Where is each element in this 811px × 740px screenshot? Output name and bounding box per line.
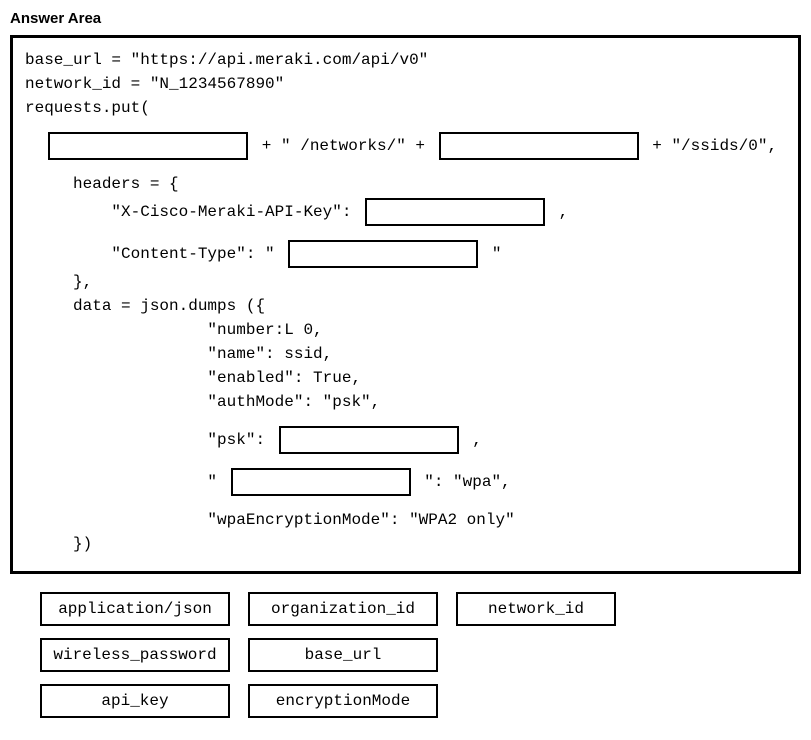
drop-target-2[interactable] [439,132,639,160]
options-row: application/json organization_id network… [40,592,801,626]
code-line: " ": "wpa", [25,466,786,498]
code-text: }, [25,270,92,294]
options-area: application/json organization_id network… [10,592,801,718]
code-text: "Content-Type": " [25,242,284,266]
code-text: headers = { [25,172,179,196]
code-line: base_url = "https://api.meraki.com/api/v… [25,48,786,72]
code-line: data = json.dumps ({ [25,294,786,318]
code-block: base_url = "https://api.meraki.com/api/v… [10,35,801,574]
option-base-url[interactable]: base_url [248,638,438,672]
code-text: " [482,242,501,266]
code-line: network_id = "N_1234567890" [25,72,786,96]
option-api-key[interactable]: api_key [40,684,230,718]
code-line: "name": ssid, [25,342,786,366]
option-organization-id[interactable]: organization_id [248,592,438,626]
code-text: data = json.dumps ({ [25,294,265,318]
option-encryption-mode[interactable]: encryptionMode [248,684,438,718]
code-line: }) [25,532,786,556]
code-text: requests.put( [25,96,150,120]
code-text: + "/ssids/0", [643,134,777,158]
code-text: "authMode": "psk", [25,390,380,414]
code-text: "number:L 0, [25,318,323,342]
drop-target-1[interactable] [48,132,248,160]
code-line: "psk": , [25,424,786,456]
code-line: "X-Cisco-Meraki-API-Key": , [25,196,786,228]
code-text: , [463,428,482,452]
code-line: "wpaEncryptionMode": "WPA2 only" [25,508,786,532]
code-line: "number:L 0, [25,318,786,342]
code-line: + " /networks/" + + "/ssids/0", [25,130,786,162]
code-text: base_url = "https://api.meraki.com/api/v… [25,48,428,72]
drop-target-4[interactable] [288,240,478,268]
code-text: , [549,200,568,224]
code-text: + " /networks/" + [252,134,434,158]
code-line: "enabled": True, [25,366,786,390]
code-line: requests.put( [25,96,786,120]
code-text: "enabled": True, [25,366,361,390]
code-text: "X-Cisco-Meraki-API-Key": [25,200,361,224]
option-network-id[interactable]: network_id [456,592,616,626]
code-text: "name": ssid, [25,342,332,366]
code-text [25,134,44,158]
code-text: ": "wpa", [415,470,511,494]
code-line: "authMode": "psk", [25,390,786,414]
code-text: network_id = "N_1234567890" [25,72,284,96]
option-application-json[interactable]: application/json [40,592,230,626]
option-wireless-password[interactable]: wireless_password [40,638,230,672]
code-line: headers = { [25,172,786,196]
code-text: "wpaEncryptionMode": "WPA2 only" [25,508,515,532]
answer-area-title: Answer Area [10,10,801,27]
drop-target-6[interactable] [231,468,411,496]
options-row: wireless_password base_url [40,638,801,672]
code-text: " [25,470,227,494]
code-line: "Content-Type": " " [25,238,786,270]
options-row: api_key encryptionMode [40,684,801,718]
code-text: }) [25,532,92,556]
code-line: }, [25,270,786,294]
code-text: "psk": [25,428,275,452]
drop-target-5[interactable] [279,426,459,454]
drop-target-3[interactable] [365,198,545,226]
